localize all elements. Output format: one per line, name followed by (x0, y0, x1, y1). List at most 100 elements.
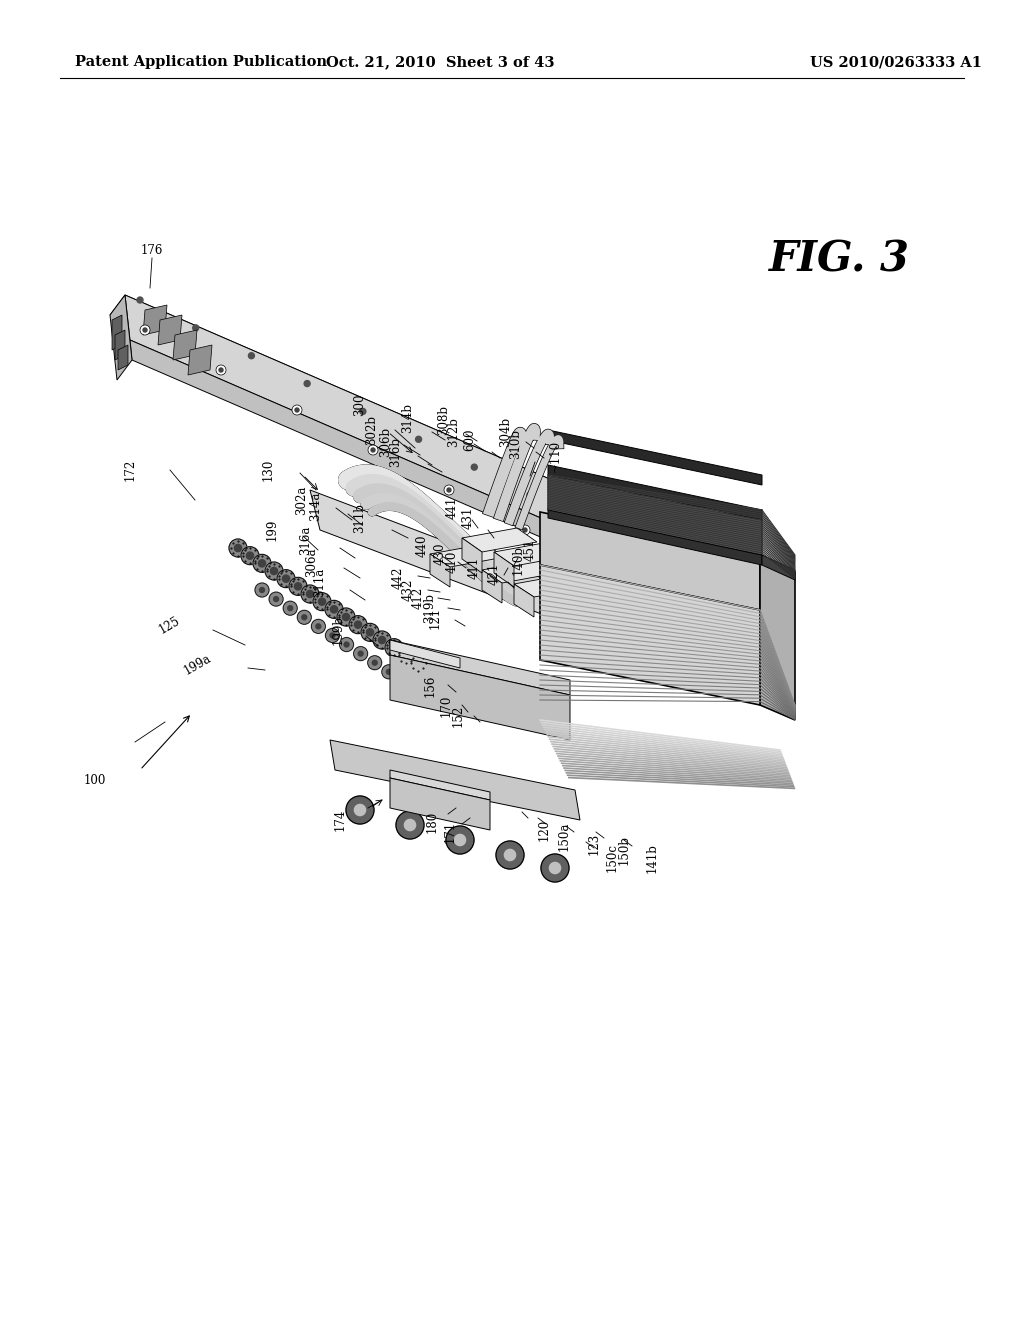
Polygon shape (112, 315, 122, 350)
Circle shape (358, 651, 364, 656)
Circle shape (193, 325, 199, 331)
Circle shape (447, 488, 451, 492)
Text: US 2010/0263333 A1: US 2010/0263333 A1 (810, 55, 982, 69)
Text: 600: 600 (464, 429, 476, 451)
Polygon shape (125, 294, 580, 535)
Text: 312b: 312b (447, 417, 461, 447)
Circle shape (331, 606, 338, 612)
Polygon shape (494, 543, 569, 566)
Circle shape (297, 610, 311, 624)
Polygon shape (390, 777, 490, 830)
Polygon shape (548, 508, 762, 565)
Polygon shape (110, 294, 575, 510)
Polygon shape (494, 552, 514, 587)
Circle shape (415, 660, 422, 667)
Circle shape (404, 820, 416, 830)
Circle shape (520, 525, 530, 535)
Polygon shape (390, 640, 460, 668)
Circle shape (302, 615, 307, 619)
Circle shape (289, 577, 307, 595)
Circle shape (505, 849, 516, 861)
Polygon shape (548, 430, 762, 484)
Circle shape (292, 405, 302, 414)
Polygon shape (115, 330, 125, 360)
Text: 308b: 308b (437, 405, 451, 436)
Circle shape (241, 546, 259, 565)
Text: 123: 123 (588, 833, 600, 855)
Text: 130: 130 (261, 459, 274, 482)
Circle shape (283, 576, 290, 582)
Circle shape (253, 554, 271, 573)
Circle shape (258, 560, 265, 566)
Circle shape (415, 688, 420, 693)
Text: 304b: 304b (500, 417, 512, 447)
Polygon shape (762, 554, 795, 579)
Circle shape (416, 437, 422, 442)
Circle shape (444, 484, 454, 495)
Circle shape (346, 796, 374, 824)
Circle shape (265, 562, 283, 579)
Circle shape (304, 380, 310, 387)
Text: 199a: 199a (182, 652, 214, 678)
Text: 319b: 319b (424, 593, 436, 623)
Text: 174: 174 (334, 809, 346, 832)
Text: 199b: 199b (332, 615, 344, 645)
Text: 311a: 311a (313, 568, 327, 597)
Circle shape (396, 675, 410, 688)
Circle shape (523, 528, 527, 532)
Circle shape (455, 834, 466, 846)
Circle shape (284, 601, 297, 615)
Polygon shape (548, 598, 568, 631)
Circle shape (385, 639, 403, 656)
Circle shape (269, 593, 283, 606)
Circle shape (353, 647, 368, 660)
Polygon shape (143, 305, 167, 335)
Text: 171: 171 (443, 821, 457, 843)
Polygon shape (482, 560, 557, 583)
Polygon shape (482, 570, 502, 603)
Polygon shape (390, 655, 570, 741)
Circle shape (541, 854, 569, 882)
Text: Oct. 21, 2010  Sheet 3 of 43: Oct. 21, 2010 Sheet 3 of 43 (326, 55, 555, 69)
Text: 150a: 150a (557, 821, 570, 850)
Text: 150c: 150c (605, 843, 618, 873)
Polygon shape (158, 315, 182, 345)
Polygon shape (330, 741, 580, 820)
Circle shape (361, 623, 379, 642)
Text: 412: 412 (412, 587, 425, 609)
Text: 314b: 314b (401, 403, 415, 433)
Polygon shape (310, 490, 610, 640)
Text: 180: 180 (426, 810, 438, 833)
Circle shape (373, 631, 391, 649)
Text: 150b: 150b (617, 836, 631, 865)
Circle shape (330, 634, 335, 638)
Text: 421: 421 (487, 562, 501, 585)
Circle shape (325, 601, 343, 618)
Polygon shape (430, 554, 450, 587)
Circle shape (247, 552, 254, 560)
Text: 314a: 314a (309, 491, 323, 520)
Polygon shape (548, 587, 623, 611)
Circle shape (397, 647, 415, 664)
Circle shape (337, 609, 355, 626)
Text: 100: 100 (84, 774, 106, 787)
Polygon shape (173, 330, 197, 360)
Text: ~110: ~110 (549, 440, 561, 473)
Text: 172: 172 (124, 459, 136, 480)
Text: Patent Application Publication: Patent Application Publication (75, 55, 327, 69)
Polygon shape (462, 528, 537, 552)
Polygon shape (560, 510, 760, 570)
Text: 120: 120 (538, 818, 551, 841)
Text: 316a: 316a (299, 525, 312, 554)
Circle shape (137, 297, 143, 304)
Text: 140b: 140b (512, 545, 524, 576)
Circle shape (342, 614, 349, 620)
Text: 176: 176 (141, 243, 163, 256)
Polygon shape (390, 640, 570, 696)
Circle shape (354, 804, 366, 816)
Text: 432: 432 (401, 578, 415, 601)
Text: 316b: 316b (389, 437, 402, 467)
Circle shape (527, 492, 534, 498)
Text: 306b: 306b (380, 426, 392, 457)
Circle shape (295, 582, 302, 590)
